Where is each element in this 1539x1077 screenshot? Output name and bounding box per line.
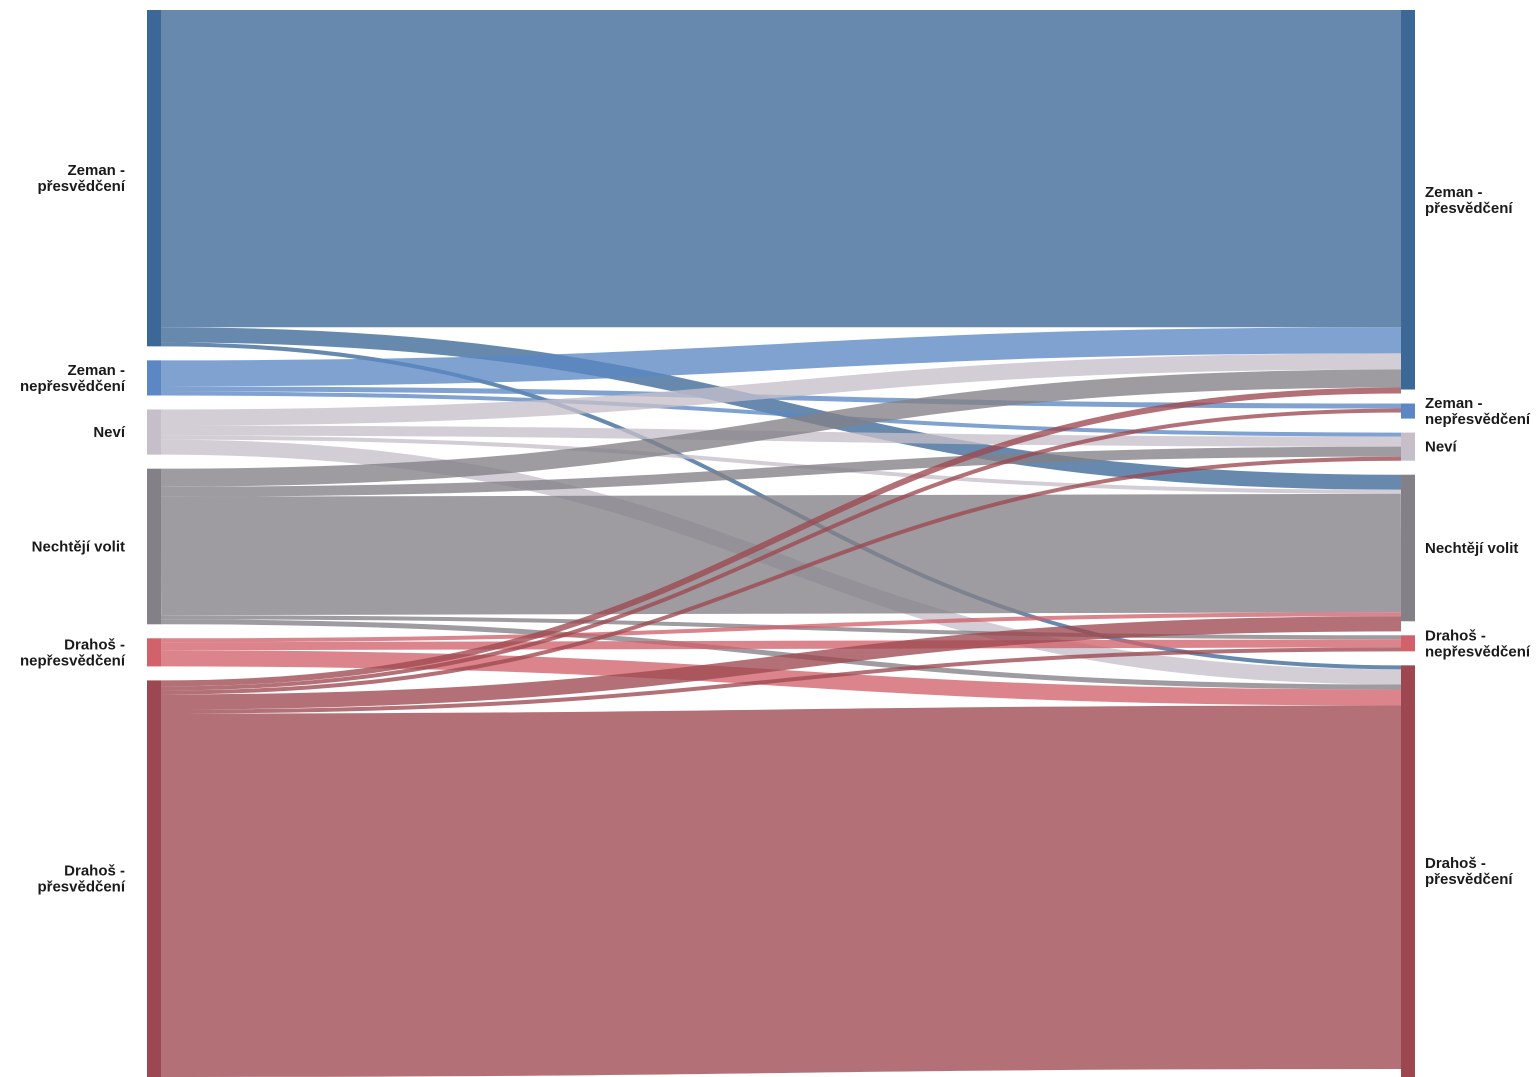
sankey-link-L_dp-R_zn [160,408,1402,691]
sankey-node-R_nv [1401,432,1415,461]
sankey-node-R_zp [1401,10,1415,390]
sankey-node-label-R_nv: Neví [1425,439,1458,456]
sankey-node-label-R_dn: Drahoš -nepřesvědčení [1425,627,1531,660]
sankey-labels: Zeman -přesvědčení Zeman -nepřesvědčení Ne… [20,162,1531,896]
sankey-node-label-L_ne: Nechtějí volit [32,538,125,555]
sankey-link-L_dp-R_nv [160,456,1402,695]
sankey-link-L_nv-R_ne [160,435,1402,494]
sankey-link-L_dn-R_dp [160,650,1402,706]
sankey-node-label-L_nv: Neví [93,424,126,441]
sankey-link-L_dp-R_dn [160,647,1402,714]
sankey-node-L_zp [147,10,161,347]
sankey-nodes [147,10,1415,1077]
sankey-link-L_dn-R_ne [160,612,1402,643]
sankey-node-label-L_zn: Zeman -nepřesvědčení [20,362,126,395]
sankey-link-L_ne-R_zp [160,369,1402,487]
sankey-node-L_nv [147,409,161,455]
sankey-links [160,9,1402,1077]
sankey-link-L_dp-R_dp [160,705,1402,1077]
sankey-node-R_dn [1401,635,1415,652]
sankey-link-L_dp-R_ne [160,616,1402,710]
sankey-node-L_dp [147,680,161,1077]
sankey-link-L_zn-R_zp [160,327,1402,387]
sankey-node-L_zn [147,360,161,396]
sankey-node-R_dp [1401,665,1415,1077]
sankey-node-label-R_ne: Nechtějí volit [1425,540,1518,557]
sankey-link-L_zn-R_nv [160,391,1402,437]
sankey-node-label-R_zp: Zeman -přesvědčení [1425,184,1513,217]
sankey-node-label-R_dp: Drahoš -přesvědčení [1425,855,1513,888]
sankey-node-L_ne [147,468,161,625]
sankey-node-R_zn [1401,403,1415,419]
sankey-link-L_dn-R_dn [160,639,1402,651]
sankey-node-L_dn [147,638,161,667]
sankey-node-label-L_dn: Drahoš -nepřesvědčení [20,636,126,669]
sankey-node-label-L_dp: Drahoš -přesvědčení [37,863,125,896]
sankey-node-label-R_zn: Zeman -nepřesvědčení [1425,395,1531,428]
sankey-link-L_ne-R_ne [160,493,1402,616]
sankey-link-L_ne-R_nv [160,446,1402,497]
sankey-link-L_ne-R_dp [160,619,1402,690]
sankey-link-L_dp-R_zp [160,387,1402,687]
sankey-node-label-L_zp: Zeman -přesvědčení [37,162,125,195]
sankey-link-L_nv-R_zp [160,353,1402,426]
sankey-node-R_ne [1401,474,1415,622]
